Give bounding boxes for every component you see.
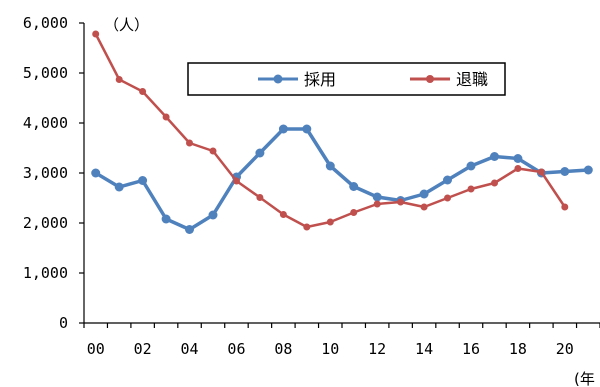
data-point-recruit bbox=[419, 189, 429, 199]
data-point-retire bbox=[186, 139, 193, 147]
x-tick-label: 00 bbox=[87, 340, 105, 358]
data-point-retire bbox=[444, 194, 451, 202]
data-point-recruit bbox=[372, 192, 382, 202]
data-point-recruit bbox=[185, 225, 194, 234]
data-point-retire bbox=[256, 194, 264, 201]
data-point-recruit bbox=[208, 210, 218, 220]
data-point-retire bbox=[537, 168, 545, 176]
x-tick-label: 20 bbox=[556, 340, 574, 358]
x-tick-label: 08 bbox=[274, 340, 292, 358]
x-tick-label: 16 bbox=[462, 340, 480, 358]
series-line-recruit bbox=[94, 127, 589, 232]
data-point-recruit bbox=[513, 154, 523, 163]
y-tick-labels: 0 1,000 2,000 3,000 4,000 5,000 6,000 bbox=[23, 14, 68, 332]
data-point-retire bbox=[303, 223, 311, 231]
data-point-recruit bbox=[255, 148, 265, 158]
data-point-recruit bbox=[161, 214, 171, 224]
data-point-retire bbox=[397, 198, 405, 206]
data-point-retire bbox=[373, 200, 381, 208]
y-tick-label: 4,000 bbox=[23, 114, 68, 132]
data-point-recruit bbox=[490, 152, 499, 161]
data-point-retire bbox=[326, 218, 334, 226]
legend-label-retire: 退職 bbox=[456, 70, 488, 89]
data-point-recruit bbox=[560, 167, 570, 176]
x-tick-label: 06 bbox=[227, 340, 245, 358]
data-point-retire bbox=[279, 211, 287, 218]
data-point-recruit bbox=[325, 161, 335, 171]
x-tick-label: 18 bbox=[509, 340, 527, 358]
legend-marker-retire bbox=[426, 75, 434, 83]
data-point-recruit bbox=[114, 182, 124, 192]
y-tick-label: 0 bbox=[59, 314, 68, 332]
y-tick-label: 1,000 bbox=[23, 264, 68, 282]
data-point-retire bbox=[420, 203, 428, 211]
y-tick-label: 5,000 bbox=[23, 64, 68, 82]
legend-marker-recruit bbox=[273, 74, 283, 84]
data-point-retire bbox=[92, 30, 100, 38]
x-axis-unit-label: (年 bbox=[574, 370, 595, 387]
legend-label-recruit: 採用 bbox=[304, 70, 336, 89]
data-point-retire bbox=[514, 165, 522, 172]
y-tick-label: 2,000 bbox=[23, 214, 68, 232]
data-point-retire bbox=[233, 177, 240, 185]
y-axis-unit-label: （人） bbox=[104, 16, 149, 34]
x-tick-label: 04 bbox=[181, 340, 199, 358]
data-point-recruit bbox=[278, 124, 288, 134]
data-point-retire bbox=[350, 209, 358, 216]
y-tick-label: 6,000 bbox=[23, 14, 68, 32]
data-point-retire bbox=[139, 88, 147, 95]
data-point-retire bbox=[115, 76, 123, 83]
data-point-recruit bbox=[302, 124, 312, 134]
data-point-recruit bbox=[138, 176, 148, 185]
axes bbox=[79, 22, 600, 328]
data-point-retire bbox=[561, 203, 569, 211]
x-tick-labels: 00 02 04 06 08 10 12 14 16 18 20 bbox=[87, 340, 574, 358]
data-point-recruit bbox=[91, 168, 101, 178]
x-tick-label: 02 bbox=[134, 340, 152, 358]
data-point-retire bbox=[162, 113, 170, 121]
data-point-recruit bbox=[583, 165, 593, 175]
data-point-recruit bbox=[349, 182, 359, 191]
data-point-retire bbox=[491, 179, 498, 187]
series-layer bbox=[91, 30, 593, 234]
data-point-recruit bbox=[443, 175, 452, 185]
x-tick-label: 14 bbox=[415, 340, 433, 358]
x-tick-label: 12 bbox=[368, 340, 386, 358]
y-tick-label: 3,000 bbox=[23, 164, 68, 182]
x-tick-label: 10 bbox=[321, 340, 339, 358]
legend: 採用 退職 bbox=[187, 62, 506, 96]
data-point-retire bbox=[467, 185, 475, 193]
legend-box bbox=[187, 62, 506, 96]
data-point-recruit bbox=[466, 161, 476, 171]
data-point-retire bbox=[209, 147, 217, 155]
